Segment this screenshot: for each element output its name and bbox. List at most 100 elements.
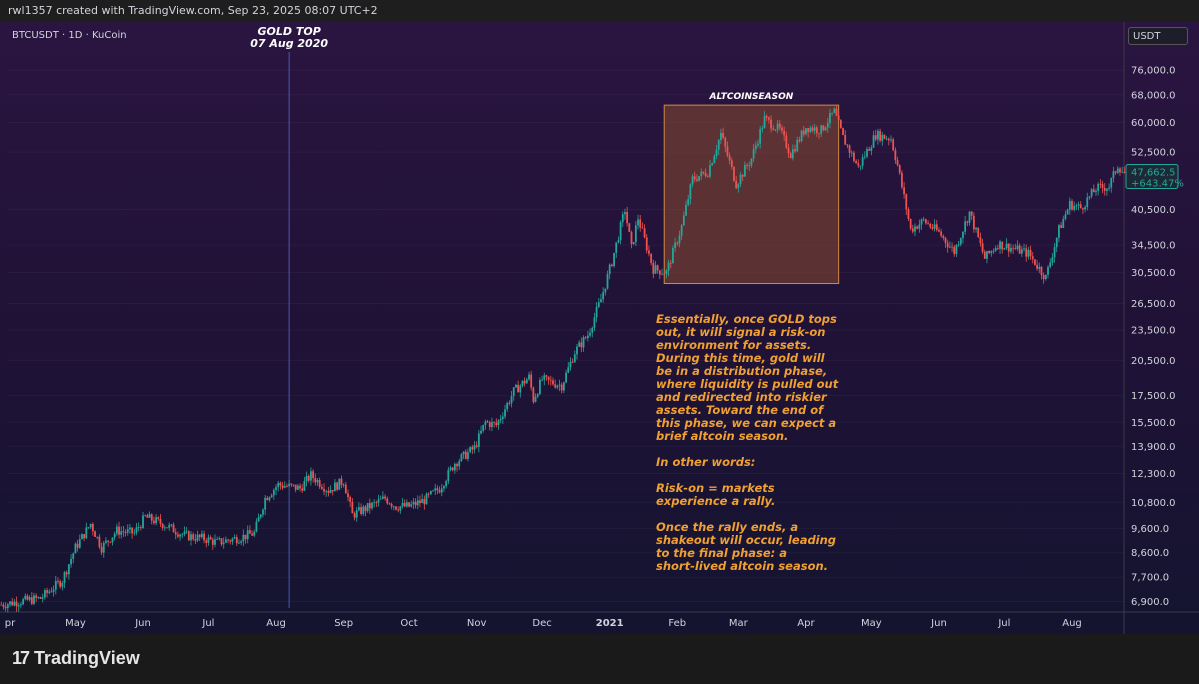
- candle: [628, 223, 631, 233]
- candle: [872, 130, 875, 149]
- candle: [1062, 215, 1065, 229]
- candle-body: [898, 165, 901, 173]
- candle-body: [556, 385, 559, 388]
- candle: [303, 476, 306, 492]
- candle: [495, 418, 498, 428]
- candle: [368, 498, 371, 514]
- candle: [554, 379, 557, 389]
- candle-body: [187, 531, 190, 541]
- candle: [100, 542, 103, 556]
- candle-body: [530, 374, 533, 388]
- candle: [815, 125, 818, 138]
- candle: [327, 486, 330, 497]
- candle: [573, 350, 576, 363]
- candle: [414, 498, 417, 509]
- candle-body: [255, 521, 258, 532]
- candle-body: [798, 139, 801, 142]
- candle: [776, 120, 779, 134]
- candle-body: [13, 601, 16, 606]
- candle-body: [28, 597, 31, 600]
- candle: [198, 533, 201, 542]
- candle-body: [43, 590, 46, 598]
- candle-body: [717, 140, 720, 150]
- candle-body: [98, 536, 101, 547]
- candle-body: [1053, 247, 1056, 258]
- candle-body: [52, 589, 55, 592]
- candle: [1005, 238, 1008, 251]
- candle-body: [1062, 219, 1065, 228]
- candle-body: [268, 497, 271, 501]
- candle: [916, 225, 919, 230]
- candle: [940, 228, 943, 238]
- candle-body: [682, 215, 685, 226]
- symbol-label[interactable]: BTCUSDT · 1D · KuCoin: [12, 30, 127, 41]
- candle: [1110, 177, 1113, 193]
- candle: [358, 502, 360, 512]
- candle: [733, 166, 735, 182]
- candle-body: [1066, 209, 1069, 215]
- candle-body: [458, 461, 461, 467]
- candle: [706, 174, 709, 178]
- y-tick-label: 26,500.0: [1131, 299, 1176, 310]
- candle: [1001, 241, 1004, 254]
- candle: [421, 493, 424, 504]
- candle: [942, 234, 945, 241]
- candle-body: [174, 532, 177, 535]
- candle: [1121, 166, 1124, 173]
- candle: [772, 125, 775, 131]
- candle: [253, 529, 256, 538]
- candle: [203, 530, 205, 544]
- y-tick-label: 40,500.0: [1131, 205, 1176, 216]
- candle-body: [837, 115, 840, 121]
- candle: [602, 287, 605, 303]
- candle-body: [877, 130, 879, 140]
- candle: [48, 589, 51, 595]
- candle: [157, 516, 160, 521]
- candle-body: [927, 223, 929, 225]
- candle-body: [920, 219, 923, 225]
- candle-body: [37, 597, 40, 598]
- candle-body: [656, 265, 659, 271]
- candle: [586, 330, 589, 342]
- candle-body: [569, 361, 572, 368]
- candle: [320, 484, 323, 491]
- candle: [1018, 243, 1021, 255]
- candle-body: [1031, 256, 1034, 260]
- candle: [905, 193, 908, 215]
- candle-body: [754, 145, 757, 150]
- candle: [259, 514, 262, 520]
- candle-body: [1090, 189, 1093, 197]
- candle-body: [443, 486, 445, 489]
- candle: [1058, 223, 1060, 243]
- candle: [453, 462, 456, 474]
- candle-body: [190, 534, 192, 541]
- price-badge-box: [1125, 163, 1179, 189]
- candle: [781, 124, 783, 134]
- candle-body: [959, 238, 962, 245]
- y-tick-label: 34,500.0: [1131, 241, 1176, 252]
- currency-selector[interactable]: USDT: [1128, 27, 1188, 45]
- candle: [35, 593, 38, 603]
- candle-body: [118, 526, 120, 535]
- candle: [861, 153, 864, 170]
- candle-body: [669, 262, 672, 264]
- candle: [13, 599, 16, 607]
- x-tick-label: Sep: [334, 618, 353, 629]
- candle-body: [384, 496, 386, 499]
- candle: [183, 526, 186, 537]
- candle: [277, 480, 280, 492]
- candle: [517, 380, 520, 393]
- candle: [379, 495, 382, 500]
- candle-body: [6, 604, 9, 609]
- candle-body: [270, 495, 273, 498]
- candle-body: [467, 452, 469, 459]
- candle: [355, 507, 358, 522]
- candle: [896, 156, 899, 167]
- candle: [909, 218, 912, 231]
- tradingview-logo[interactable]: 17 TradingView: [12, 648, 140, 669]
- candle-body: [85, 527, 88, 539]
- candle-body: [349, 497, 352, 502]
- candle: [737, 182, 740, 193]
- candle-body: [853, 152, 855, 161]
